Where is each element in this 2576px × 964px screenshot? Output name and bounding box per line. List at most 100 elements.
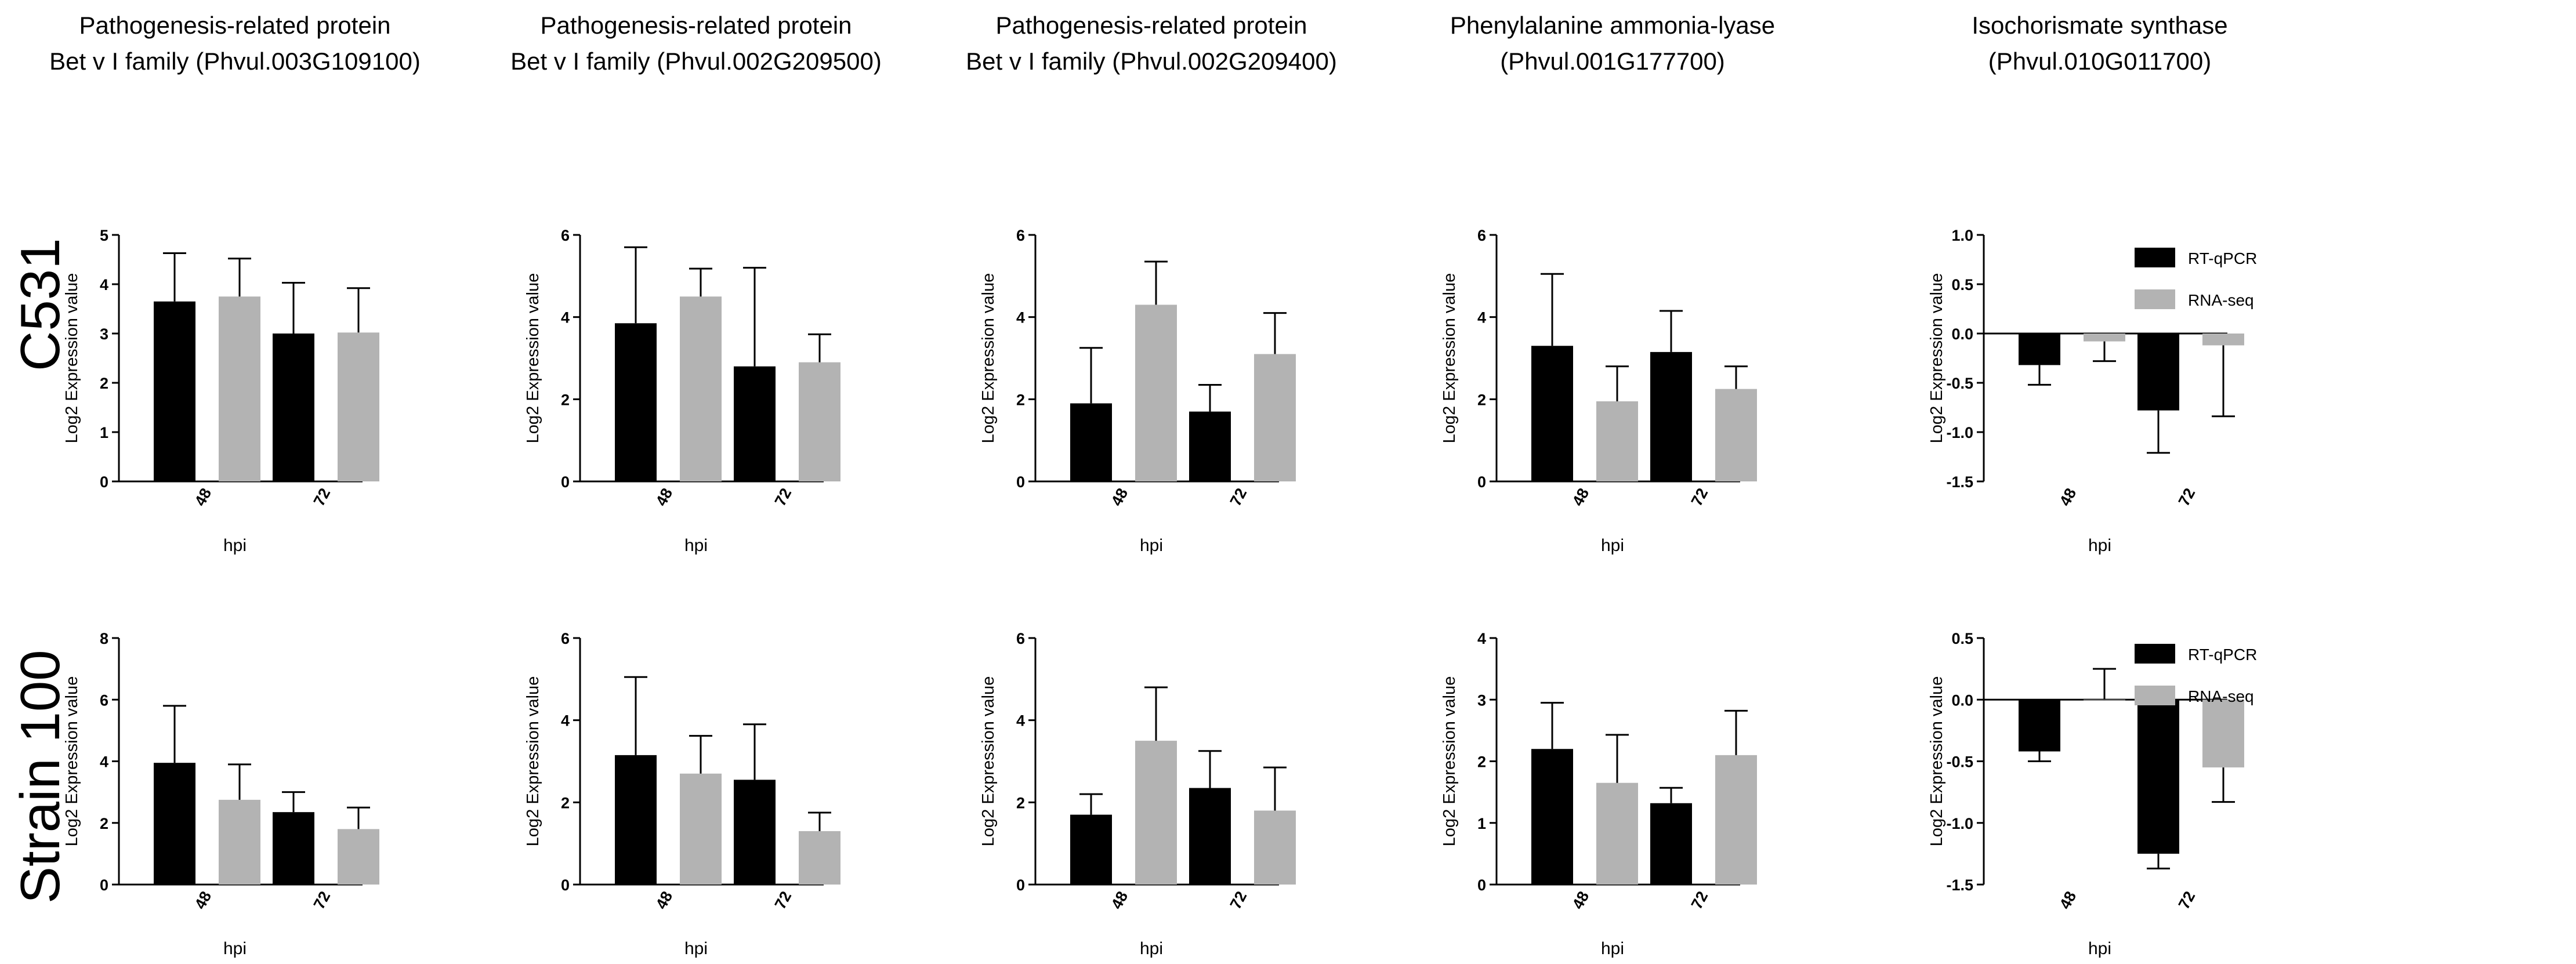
- x-tick-label: 72: [771, 485, 795, 509]
- x-tick-label: 72: [771, 889, 795, 912]
- x-tick-label: 48: [1108, 889, 1132, 912]
- y-tick-label: 2: [1016, 391, 1025, 408]
- bar: [734, 366, 776, 481]
- chart-panel: Phenylalanine ammonia-lyase (Phvul.001G17…: [1440, 12, 1775, 555]
- chart-title: (Phvul.001G177700): [1500, 48, 1725, 75]
- x-tick-label: 72: [2175, 485, 2199, 509]
- y-tick-label: 4: [100, 276, 108, 293]
- y-tick-label: 4: [1016, 712, 1025, 730]
- chart-panel: 0 2 4 6 48 72 hpi Log2 Expression value: [979, 630, 1296, 958]
- chart-panel: 0 2 4 6 8 48 72 hpi Log2 Expression value: [63, 630, 379, 958]
- y-tick-label: 4: [1477, 309, 1486, 327]
- chart-panel: 0 1 2 3 4 48 72 hpi Log2 Expression value: [1440, 630, 1757, 958]
- y-axis-label: Log2 Expression value: [1928, 273, 1946, 443]
- y-tick-label: 5: [100, 227, 108, 244]
- y-axis-label: Log2 Expression value: [63, 676, 81, 846]
- y-tick-label: 8: [100, 630, 108, 647]
- bar: [273, 334, 314, 481]
- x-axis-label: hpi: [223, 939, 247, 958]
- y-tick-label: 0: [100, 473, 108, 491]
- y-tick-label: 0.0: [1951, 325, 1973, 343]
- x-tick-label: 48: [191, 889, 215, 912]
- y-tick-label: 2: [100, 375, 108, 392]
- bar: [1135, 741, 1177, 885]
- y-tick-label: -1.0: [1946, 815, 1973, 832]
- y-tick-label: -1.0: [1946, 424, 1973, 441]
- y-tick-label: -1.5: [1946, 473, 1973, 491]
- y-axis-label: Log2 Expression value: [1440, 676, 1459, 846]
- bar: [338, 332, 379, 481]
- x-tick-label: 48: [1108, 485, 1132, 509]
- chart-title: Bet v I family (Phvul.002G209500): [510, 48, 882, 75]
- chart-panel: Isochorismate synthase (Phvul.010G011700)…: [1928, 12, 2244, 555]
- row-label-c531: C531: [9, 238, 71, 372]
- chart-panel: -1.5 -1.0 -0.5 0.0 0.5 48 72 hpi Log2 Expression…: [1928, 630, 2244, 958]
- y-tick-label: 1.0: [1951, 227, 1973, 244]
- chart-title: Bet v I family (Phvul.003G109100): [49, 48, 421, 75]
- bar: [2019, 700, 2060, 752]
- chart-title: Pathogenesis-related protein: [995, 12, 1307, 39]
- bar: [734, 780, 776, 885]
- chart-title: Bet v I family (Phvul.002G209400): [966, 48, 1337, 75]
- bar: [1596, 782, 1638, 885]
- y-tick-label: 1: [100, 424, 108, 441]
- legend-swatch: [2135, 644, 2175, 664]
- x-axis-label: hpi: [1601, 939, 1624, 958]
- y-tick-label: 0: [1016, 876, 1025, 894]
- y-tick-label: 2: [561, 391, 570, 408]
- x-tick-label: 48: [653, 485, 676, 509]
- bar: [1189, 411, 1231, 481]
- bar: [219, 799, 260, 885]
- y-tick-label: 4: [561, 712, 570, 730]
- x-tick-label: 48: [1569, 889, 1593, 912]
- bar: [1189, 788, 1231, 885]
- y-axis-label: Log2 Expression value: [524, 676, 542, 846]
- y-tick-label: 0.5: [1951, 630, 1973, 647]
- bar: [799, 362, 840, 481]
- x-axis-label: hpi: [1140, 939, 1163, 958]
- y-tick-label: 0: [100, 876, 108, 894]
- x-axis-label: hpi: [684, 939, 708, 958]
- chart-title: (Phvul.010G011700): [1988, 48, 2211, 75]
- x-axis-label: hpi: [2088, 939, 2111, 958]
- bar: [1070, 403, 1112, 481]
- y-tick-label: -0.5: [1946, 375, 1973, 392]
- y-tick-label: 1: [1477, 815, 1486, 832]
- y-tick-label: 0: [561, 473, 570, 491]
- y-tick-label: 2: [100, 815, 108, 832]
- bar: [680, 773, 722, 885]
- legend-label: RT-qPCR: [2188, 249, 2257, 267]
- bar: [2137, 700, 2179, 854]
- legend-label: RNA-seq: [2188, 291, 2254, 309]
- y-tick-label: 4: [100, 753, 108, 771]
- legend-label: RNA-seq: [2188, 687, 2254, 705]
- legend: RT-qPCR RNA-seq: [2135, 248, 2257, 309]
- legend-label: RT-qPCR: [2188, 646, 2257, 664]
- x-tick-label: 72: [1227, 889, 1251, 912]
- y-tick-label: -1.5: [1946, 876, 1973, 894]
- x-tick-label: 48: [191, 485, 215, 509]
- y-tick-label: 6: [561, 227, 570, 244]
- y-tick-label: 0: [561, 876, 570, 894]
- bar: [1531, 346, 1573, 481]
- chart-panel: Pathogenesis-related protein Bet v I fami…: [510, 12, 882, 555]
- bar: [1135, 305, 1177, 481]
- bar: [1254, 354, 1296, 481]
- bar: [2202, 700, 2244, 768]
- x-tick-label: 72: [1688, 485, 1712, 509]
- bar: [1650, 351, 1692, 481]
- x-tick-label: 72: [2175, 889, 2199, 912]
- y-tick-label: 2: [1477, 753, 1486, 771]
- legend-swatch: [2135, 248, 2175, 267]
- bar: [1650, 803, 1692, 885]
- chart-title: Phenylalanine ammonia-lyase: [1450, 12, 1775, 39]
- bar: [615, 323, 657, 481]
- bar: [615, 755, 657, 885]
- y-tick-label: 6: [1016, 227, 1025, 244]
- x-tick-label: 72: [310, 889, 334, 912]
- y-tick-label: 6: [561, 630, 570, 647]
- y-axis-label: Log2 Expression value: [1928, 676, 1946, 846]
- x-axis-label: hpi: [1601, 536, 1624, 555]
- bar: [1070, 814, 1112, 885]
